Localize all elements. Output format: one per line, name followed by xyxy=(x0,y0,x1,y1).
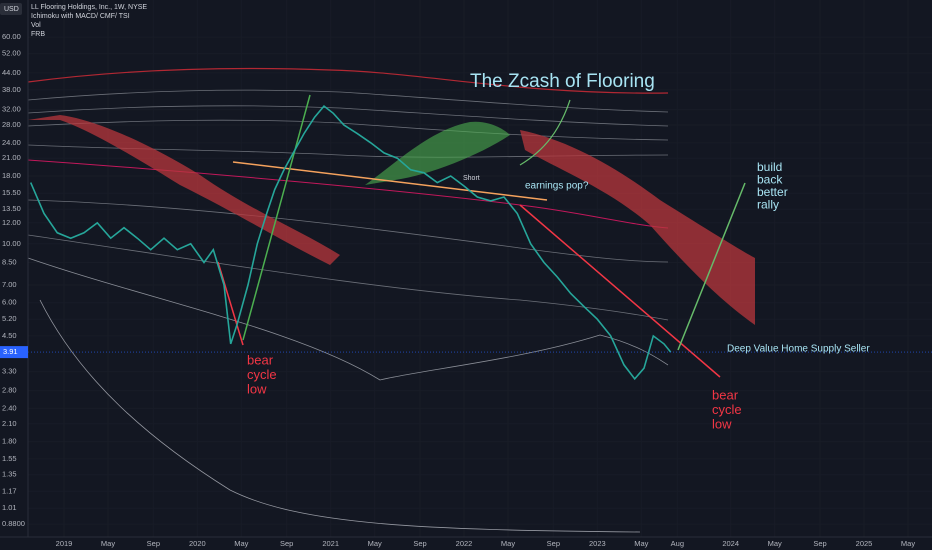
annotation: Short xyxy=(463,175,480,182)
y-tick-label: 3.30 xyxy=(2,367,17,376)
band xyxy=(27,199,669,263)
annotation: bear xyxy=(712,387,739,402)
y-tick-label: 4.50 xyxy=(2,331,17,340)
annotation: low xyxy=(247,381,267,396)
last-price-label: 3.91 xyxy=(3,347,18,356)
y-tick-label: 18.00 xyxy=(2,171,21,180)
y-tick-label: 32.00 xyxy=(2,105,21,114)
x-tick-label: Sep xyxy=(547,539,560,548)
y-tick-label: 24.00 xyxy=(2,138,21,147)
y-tick-label: 2.80 xyxy=(2,386,17,395)
y-tick-label: 52.00 xyxy=(2,49,21,58)
annotation: cycle xyxy=(712,402,742,417)
header-line: FRB xyxy=(31,31,45,38)
x-tick-label: 2020 xyxy=(189,539,206,548)
x-tick-label: May xyxy=(901,539,915,548)
y-tick-label: 21.00 xyxy=(2,153,21,162)
x-tick-label: Sep xyxy=(280,539,293,548)
y-tick-label: 60.00 xyxy=(2,32,21,41)
header-line: LL Flooring Holdings, Inc., 1W, NYSE xyxy=(31,4,147,11)
upper-band xyxy=(27,67,669,94)
x-tick-label: May xyxy=(634,539,648,548)
trend-line xyxy=(519,204,721,378)
x-tick-label: Aug xyxy=(671,539,684,548)
y-tick-label: 7.00 xyxy=(2,280,17,289)
annotation: low xyxy=(712,416,732,431)
annotation: Deep Value Home Supply Seller xyxy=(727,344,870,355)
x-tick-label: 2025 xyxy=(856,539,873,548)
currency-box xyxy=(0,3,22,15)
y-tick-label: 2.40 xyxy=(2,403,17,412)
y-tick-label: 10.00 xyxy=(2,239,21,248)
y-tick-label: 28.00 xyxy=(2,120,21,129)
grid xyxy=(28,0,932,537)
y-tick-label: 6.00 xyxy=(2,298,17,307)
header-line: Vol xyxy=(31,22,41,29)
annotation: bear xyxy=(247,352,274,367)
x-tick-label: 2022 xyxy=(456,539,473,548)
x-tick-label: 2023 xyxy=(589,539,606,548)
x-tick-label: 2021 xyxy=(322,539,339,548)
band xyxy=(27,89,669,113)
cloud-green xyxy=(365,121,510,185)
annotation: better xyxy=(757,185,788,199)
y-tick-label: 1.17 xyxy=(2,486,17,495)
band xyxy=(27,119,669,141)
lower-band xyxy=(27,257,669,381)
x-tick-label: Sep xyxy=(813,539,826,548)
y-tick-label: 8.50 xyxy=(2,258,17,267)
annotation: earnings pop? xyxy=(525,181,589,192)
y-tick-label: 5.20 xyxy=(2,314,17,323)
price-line xyxy=(29,104,672,381)
last-price-box xyxy=(0,346,28,359)
y-tick-label: 1.80 xyxy=(2,437,17,446)
annotation-title: The Zcash of Flooring xyxy=(470,71,655,92)
band xyxy=(27,105,669,127)
trend-line xyxy=(519,99,571,166)
y-tick-label: 15.50 xyxy=(2,188,21,197)
x-tick-label: 2024 xyxy=(722,539,739,548)
x-axis-bg xyxy=(0,537,932,550)
y-tick-label: 12.00 xyxy=(2,218,21,227)
annotation: cycle xyxy=(247,367,277,382)
cloud-red xyxy=(520,130,755,325)
header-line: Ichimoku with MACD/ CMF/ TSI xyxy=(31,13,130,20)
annotation: build xyxy=(757,160,782,174)
y-tick-label: 1.55 xyxy=(2,454,17,463)
volume-average xyxy=(39,299,641,533)
trend-line xyxy=(242,94,311,341)
y-tick-label: 0.8800 xyxy=(2,519,25,528)
x-tick-label: May xyxy=(234,539,248,548)
y-tick-label: 13.50 xyxy=(2,204,21,213)
x-tick-label: Sep xyxy=(147,539,160,548)
currency: USD xyxy=(4,6,19,13)
x-tick-label: May xyxy=(768,539,782,548)
y-tick-label: 38.00 xyxy=(2,85,21,94)
x-tick-label: 2019 xyxy=(56,539,73,548)
band xyxy=(27,234,669,321)
y-tick-label: 44.00 xyxy=(2,68,21,77)
annotation: rally xyxy=(757,198,779,212)
annotation: back xyxy=(757,173,783,187)
y-tick-label: 1.01 xyxy=(2,503,17,512)
labels: 60.00 52.00 44.00 38.00 32.00 28.00 24.00 21.00… xyxy=(0,3,915,548)
x-tick-label: Sep xyxy=(413,539,426,548)
x-tick-label: May xyxy=(101,539,115,548)
y-tick-label: 1.35 xyxy=(2,470,17,479)
trend-line xyxy=(217,261,244,346)
x-tick-label: May xyxy=(501,539,515,548)
x-tick-label: May xyxy=(368,539,382,548)
trend-line xyxy=(677,182,746,351)
y-tick-label: 2.10 xyxy=(2,419,17,428)
plot xyxy=(28,104,932,381)
